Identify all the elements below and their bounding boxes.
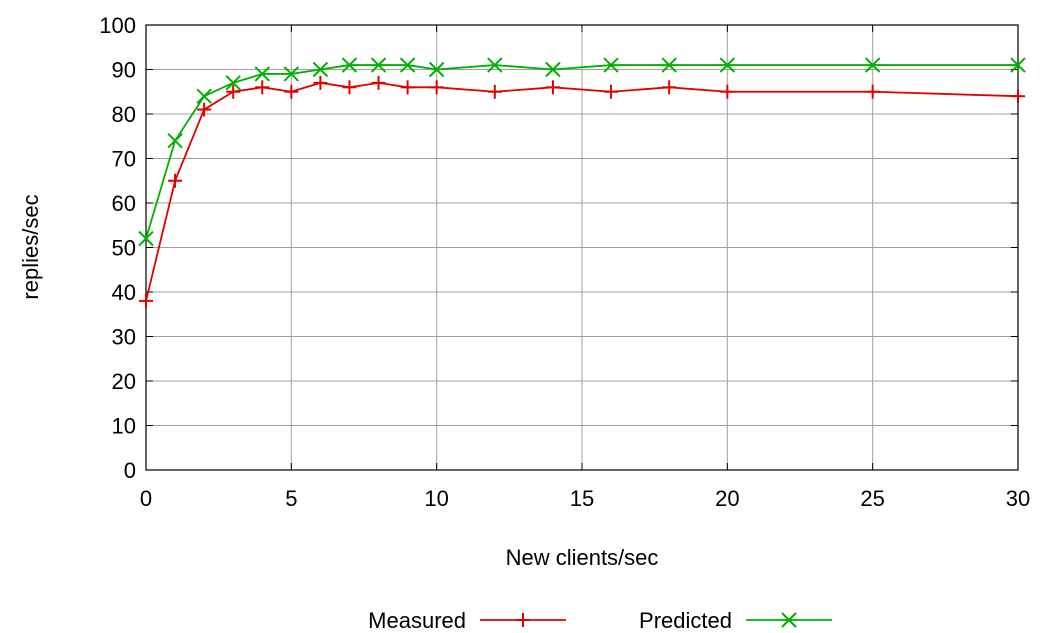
legend-label-measured: Measured: [368, 608, 466, 633]
data-point-predicted-d2: [545, 61, 561, 78]
data-point-predicted-d2: [254, 66, 270, 82]
data-point-predicted: [167, 132, 183, 149]
y-tick-label: 90: [112, 58, 136, 83]
x-tick-label: 5: [285, 486, 297, 511]
data-point-measured: [545, 80, 560, 95]
data-point-predicted-d2: [428, 61, 445, 78]
legend-label-predicted: Predicted: [639, 608, 732, 633]
x-axis-label: New clients/sec: [506, 545, 659, 570]
data-point-predicted-d2: [1010, 57, 1026, 73]
data-point-predicted: [138, 230, 154, 247]
data-point-predicted-d2: [341, 57, 358, 73]
data-point-measured: [284, 84, 299, 99]
data-point-predicted-d2: [312, 61, 329, 78]
data-point-predicted: [341, 57, 358, 73]
data-point-measured: [1011, 89, 1025, 104]
series-layer: [138, 57, 1026, 308]
y-tick-label: 30: [112, 325, 136, 350]
data-point-predicted: [487, 57, 503, 73]
data-point-predicted: [196, 88, 212, 104]
data-point-predicted: [428, 61, 445, 78]
data-point-predicted: [545, 61, 561, 78]
data-point-measured: [371, 75, 386, 90]
x-tick-label: 30: [1006, 486, 1030, 511]
y-tick-label: 100: [99, 13, 136, 38]
data-point-measured: [139, 293, 153, 308]
data-point-measured: [400, 80, 415, 95]
data-point-predicted: [370, 57, 387, 73]
legend-marker-measured: [516, 613, 530, 627]
data-point-measured: [662, 80, 677, 95]
grid-lines: [145, 24, 1019, 471]
data-point-predicted: [719, 57, 736, 73]
data-point-predicted: [1010, 57, 1026, 73]
data-point-predicted-d2: [661, 57, 677, 73]
data-point-predicted: [225, 75, 241, 91]
x-tick-label: 0: [140, 486, 152, 511]
x-tick-label: 10: [424, 486, 448, 511]
data-point-predicted: [283, 66, 300, 82]
x-tick-label: 20: [715, 486, 739, 511]
legend: Measured Predicted: [368, 608, 832, 633]
y-tick-label: 60: [112, 191, 136, 216]
data-point-measured: [487, 84, 502, 99]
y-tick-label: 50: [112, 236, 136, 261]
x-tick-label: 25: [860, 486, 884, 511]
data-point-measured: [255, 80, 270, 95]
data-point-predicted: [864, 57, 881, 73]
y-tick-label: 0: [124, 458, 136, 483]
data-point-measured: [226, 84, 241, 99]
data-point-predicted-d2: [196, 88, 212, 104]
data-point-predicted-d2: [487, 57, 503, 73]
y-tick-label: 20: [112, 369, 136, 394]
y-tick-label: 80: [112, 102, 136, 127]
data-point-predicted: [603, 57, 619, 73]
data-point-predicted-d2: [603, 57, 619, 73]
data-point-measured: [429, 80, 444, 95]
data-point-measured: [313, 75, 328, 90]
data-point-predicted-d2: [225, 75, 241, 91]
tick-labels: 0 10 20 30 40 50 60 70 80 90 100 0 5 10 15 20 25 30: [99, 13, 1030, 511]
data-point-predicted-d2: [719, 57, 736, 73]
x-tick-label: 15: [570, 486, 594, 511]
series-line-predicted: [145, 64, 1018, 239]
data-point-measured: [720, 84, 735, 99]
data-point-measured: [197, 102, 212, 117]
plot-frame: [145, 24, 1019, 471]
data-point-predicted: [661, 57, 677, 73]
series-line-measured: [145, 81, 1019, 302]
data-point-predicted: [399, 57, 416, 73]
data-point-predicted-d2: [399, 57, 416, 73]
data-point-predicted: [312, 61, 329, 78]
y-tick-label: 70: [112, 147, 136, 172]
data-point-predicted-d2: [370, 57, 387, 73]
data-point-measured: [342, 80, 357, 95]
data-point-predicted-d2: [138, 230, 154, 247]
data-point-predicted: [254, 66, 270, 82]
data-point-measured: [865, 84, 880, 99]
data-point-measured: [604, 84, 619, 99]
legend-marker-predicted-d2: [781, 612, 797, 628]
y-axis-label: replies/sec: [18, 194, 43, 299]
y-tick-label: 40: [112, 280, 136, 305]
data-point-predicted-d2: [167, 132, 183, 149]
legend-marker-predicted: [781, 612, 797, 628]
data-point-predicted-d2: [283, 66, 300, 82]
data-point-predicted-d2: [864, 57, 881, 73]
data-point-measured: [168, 173, 183, 188]
y-tick-label: 10: [112, 414, 136, 439]
